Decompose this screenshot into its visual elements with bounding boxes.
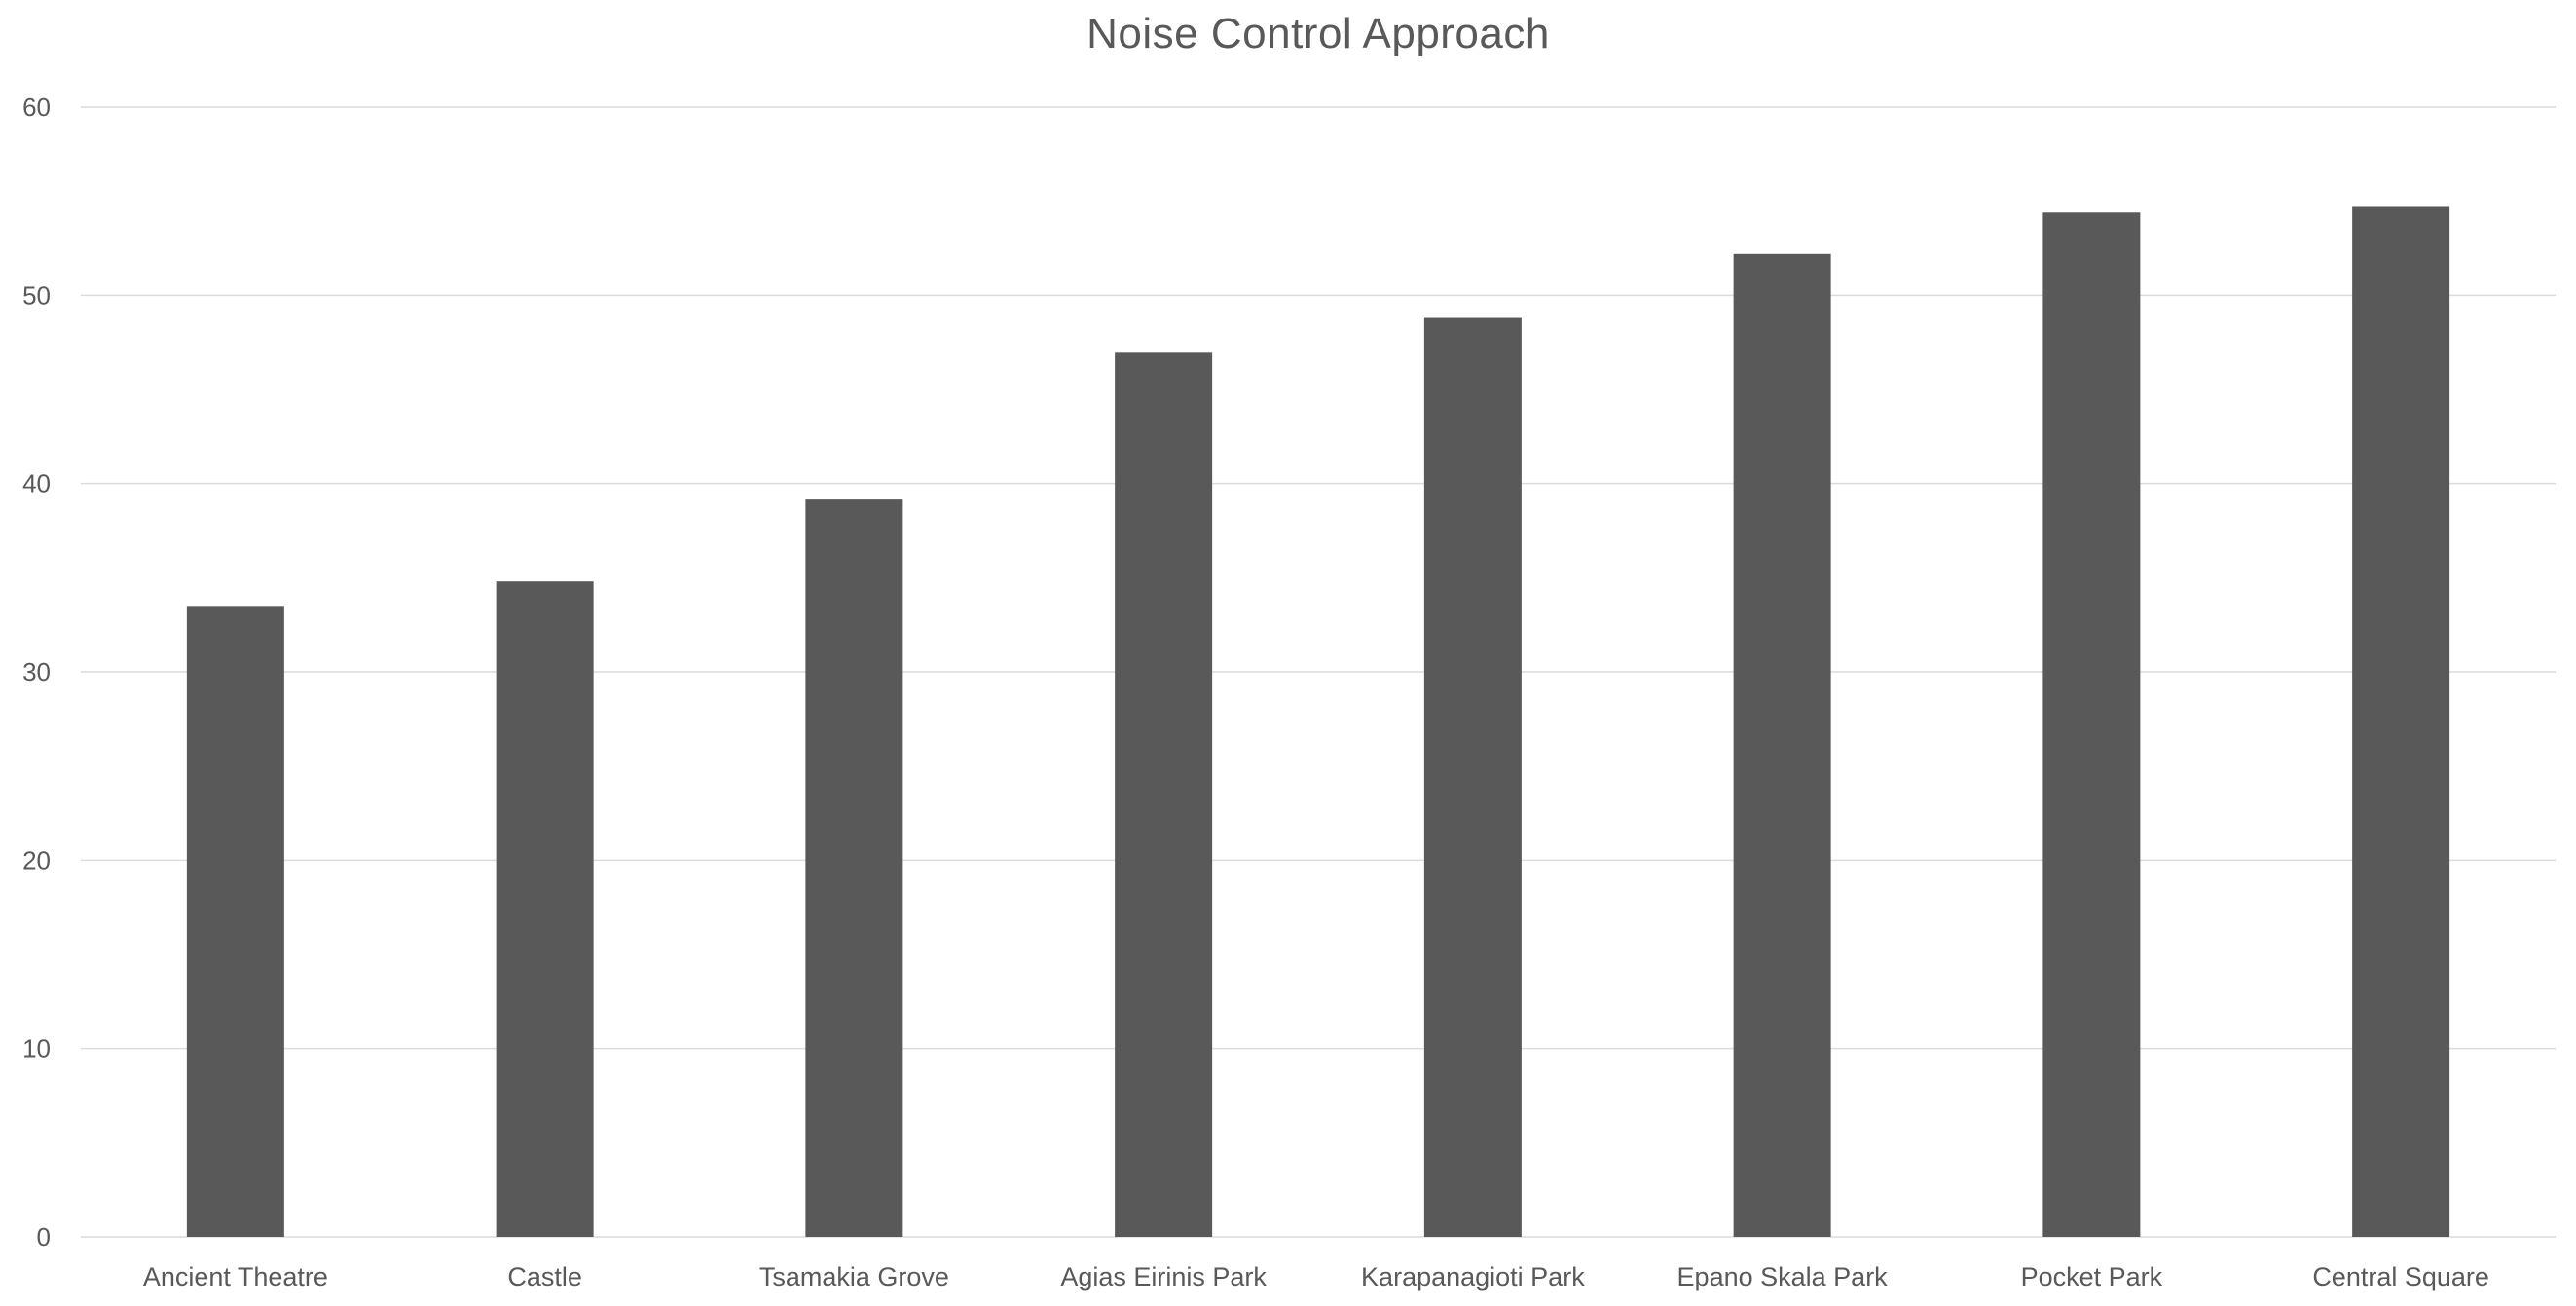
y-axis-tick-label: 50 [22,280,51,310]
chart-title: Noise Control Approach [1086,10,1550,57]
bar [1115,352,1213,1237]
y-axis-tick-label: 60 [22,93,51,122]
bar [1733,253,1831,1237]
bar [1423,317,1522,1237]
y-axis-tick-label: 0 [37,1222,51,1251]
y-axis-tick-label: 40 [22,469,51,499]
bar [496,581,594,1237]
x-axis-category-label: Ancient Theatre [143,1262,328,1291]
x-axis-category-label: Pocket Park [2021,1262,2163,1291]
x-axis-category-label: Epano Skala Park [1677,1262,1889,1291]
bar [186,606,284,1237]
x-axis-category-label: Karapanagioti Park [1361,1262,1585,1291]
x-axis-category-label: Castle [507,1262,582,1291]
bar [2042,212,2141,1238]
bar [2352,206,2450,1237]
x-axis-category-label: Agias Eirinis Park [1060,1262,1267,1291]
y-axis-tick-label: 10 [22,1034,51,1063]
x-axis-category-label: Central Square [2312,1262,2489,1291]
x-axis-category-label: Tsamakia Grove [759,1262,949,1291]
y-axis-tick-label: 30 [22,657,51,687]
bar [805,499,903,1237]
y-axis-tick-label: 20 [22,845,51,875]
